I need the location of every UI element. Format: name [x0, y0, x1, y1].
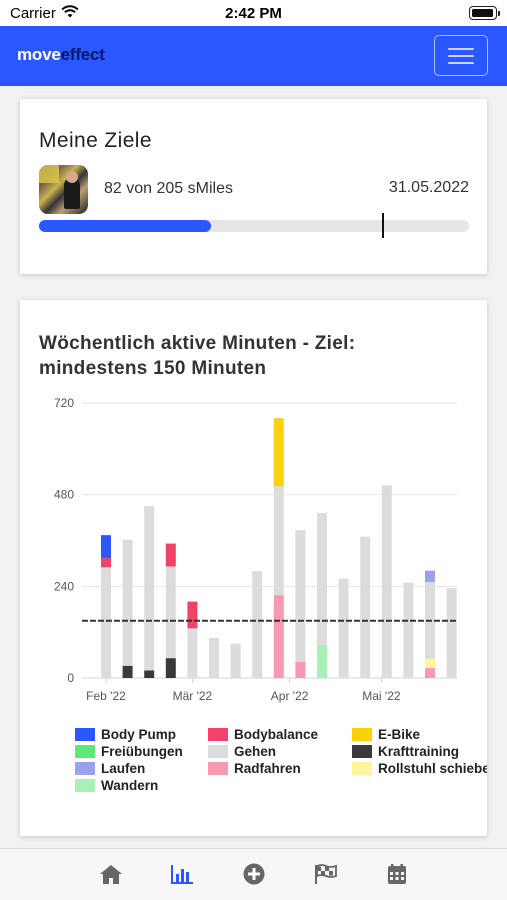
legend-label: Radfahren [234, 761, 301, 776]
plus-circle-icon [243, 863, 265, 885]
goals-title: Meine Ziele [39, 129, 152, 152]
logo-part-effect: effect [60, 45, 105, 64]
bar-segment [338, 578, 349, 678]
nav-goals[interactable] [313, 861, 339, 887]
y-tick-label: 240 [54, 579, 74, 593]
hamburger-line [448, 62, 474, 64]
bar-segment [165, 566, 176, 659]
legend-label: Laufen [101, 761, 145, 776]
bar-segment [144, 506, 155, 671]
calendar-icon [388, 864, 406, 884]
goals-card[interactable]: Meine Ziele 82 von 205 sMiles 31.05.2022 [20, 99, 487, 274]
legend-label: Body Pump [101, 727, 176, 742]
bar-segment [122, 539, 133, 666]
weekly-minutes-card: 0 240 480 720 Feb '22 Mär '22 Apr '22 Mai '22 Bo… [20, 300, 487, 836]
goal-progress-text: 82 von 205 sMiles [104, 180, 233, 197]
bar-segment [446, 588, 457, 678]
legend-label: Freiübungen [101, 744, 183, 759]
weekly-minutes-chart: 0 240 480 720 Feb '22 Mär '22 Apr '22 Mai '22 Bo… [54, 396, 487, 793]
legend-swatch [352, 728, 372, 741]
bar-segment [295, 530, 306, 662]
goal-progress-bar [39, 213, 469, 238]
goal-target-marker [381, 213, 384, 238]
x-tick-label: Apr '22 [271, 689, 309, 703]
hamburger-menu-button[interactable] [434, 35, 488, 76]
y-tick-label: 0 [67, 671, 74, 685]
legend-swatch [75, 779, 95, 792]
y-tick-label: 480 [54, 488, 74, 502]
nav-statistics[interactable] [169, 861, 195, 887]
clock: 2:42 PM [225, 5, 282, 22]
legend-swatch [75, 728, 95, 741]
hamburger-line [448, 55, 474, 57]
flag-icon [315, 864, 337, 884]
chart-title: Wöchentlich aktive Minuten - Ziel: minde… [39, 333, 356, 379]
bar-segment [317, 513, 327, 645]
bar-segment [101, 535, 111, 559]
goal-date: 31.05.2022 [388, 179, 469, 196]
legend-swatch [208, 745, 228, 758]
bar-segment [273, 486, 284, 596]
bar-segment [230, 643, 241, 678]
bar-segment [187, 628, 198, 678]
bar-segment [101, 558, 111, 568]
bar-segment [209, 637, 219, 678]
bar-segment [252, 571, 263, 678]
app-header: moveeffect [0, 26, 507, 86]
legend-swatch [75, 745, 95, 758]
legend-label: Gehen [234, 744, 276, 759]
bar-segment [165, 543, 176, 567]
status-bar: Carrier 2:42 PM [0, 0, 507, 26]
legend-label: Wandern [101, 778, 158, 793]
legend-swatch [208, 762, 228, 775]
bar-segment [165, 658, 176, 678]
bar-segment [273, 418, 284, 487]
logo-part-move: move [17, 45, 61, 64]
nav-home[interactable] [98, 861, 124, 887]
x-tick-label: Mai '22 [362, 689, 401, 703]
bar-segment [403, 582, 414, 678]
bar-segment [295, 661, 306, 678]
bottom-navigation [0, 848, 507, 900]
bar-segment [425, 658, 435, 669]
y-tick-label: 720 [54, 396, 74, 410]
bar-segment [144, 670, 155, 678]
bar-segment [317, 644, 327, 678]
legend-label: Bodybalance [234, 727, 319, 742]
bar-segment [101, 567, 111, 678]
home-icon [100, 865, 122, 884]
legend-label: E-Bike [378, 727, 421, 742]
bar-segment [425, 570, 435, 583]
legend-label: Rollstuhl schieben [378, 761, 487, 776]
bar-segment [122, 665, 133, 678]
goal-image [39, 165, 88, 214]
hamburger-line [448, 48, 474, 50]
legend-swatch [75, 762, 95, 775]
bar-chart-icon [171, 865, 193, 884]
bar-segment [381, 485, 392, 678]
x-tick-label: Mär '22 [173, 689, 213, 703]
legend-swatch [208, 728, 228, 741]
battery-icon [469, 6, 500, 20]
app-logo[interactable]: moveeffect [17, 45, 105, 65]
x-tick-label: Feb '22 [86, 689, 126, 703]
wifi-icon [61, 5, 79, 24]
goal-progress-fill [39, 220, 211, 232]
bar-segment [425, 668, 435, 678]
bar-segment [187, 601, 198, 629]
legend-swatch [352, 762, 372, 775]
nav-calendar[interactable] [384, 861, 410, 887]
carrier-label: Carrier [10, 5, 56, 22]
nav-add[interactable] [241, 861, 267, 887]
legend-label: Krafttraining [378, 744, 459, 759]
bar-segment [273, 595, 284, 678]
legend-swatch [352, 745, 372, 758]
bar-segment [360, 536, 371, 678]
